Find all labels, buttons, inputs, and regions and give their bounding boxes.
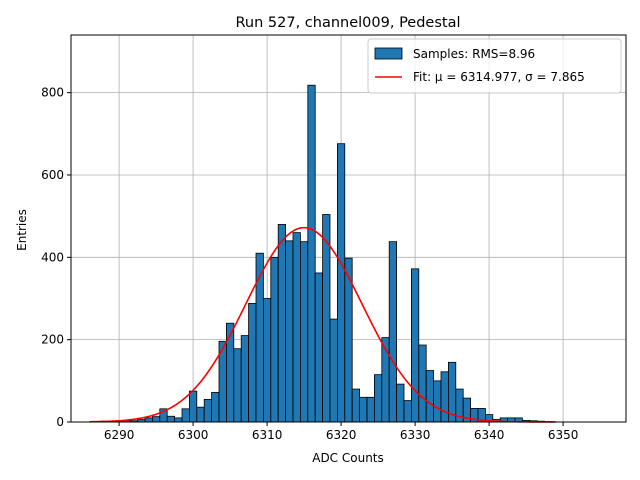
histogram-bar bbox=[277, 223, 287, 423]
histogram-bar bbox=[211, 391, 220, 423]
histogram-bar bbox=[203, 398, 212, 423]
histogram-bar bbox=[225, 322, 235, 423]
x-tick-label: 6350 bbox=[548, 428, 579, 442]
gaussian-fit bbox=[89, 226, 556, 423]
histogram-bar bbox=[329, 318, 338, 423]
histogram-bar bbox=[270, 256, 279, 423]
chart-title: Run 527, channel009, Pedestal bbox=[235, 15, 460, 31]
histogram-bar bbox=[262, 298, 272, 423]
y-tick-label: 600 bbox=[41, 168, 64, 182]
histogram-bar bbox=[181, 408, 190, 423]
x-tick-label: 6320 bbox=[326, 428, 357, 442]
histogram-bar bbox=[336, 143, 346, 423]
histogram-bar bbox=[299, 241, 309, 423]
plot-frame bbox=[70, 34, 627, 423]
histogram-bar bbox=[174, 417, 183, 423]
histogram-bar bbox=[255, 252, 264, 423]
y-tick-label: 400 bbox=[41, 250, 64, 264]
histogram-bar bbox=[292, 232, 301, 423]
histogram-bar bbox=[351, 388, 361, 423]
histogram-bar bbox=[240, 335, 249, 423]
fit-curve bbox=[89, 226, 556, 423]
legend-fit-label: Fit: μ = 6314.977, σ = 7.865 bbox=[413, 70, 585, 84]
histogram-bar bbox=[166, 415, 175, 423]
x-tick-label: 6300 bbox=[178, 428, 209, 442]
y-tick-label: 800 bbox=[41, 86, 64, 100]
histogram-bar bbox=[440, 371, 449, 423]
histogram-bar bbox=[366, 396, 375, 423]
x-tick-label: 6340 bbox=[474, 428, 505, 442]
histogram-bar bbox=[196, 406, 205, 423]
histogram-bar bbox=[410, 268, 420, 423]
y-tick-label: 0 bbox=[56, 415, 64, 429]
histogram-bar bbox=[233, 348, 242, 423]
histogram-bar bbox=[425, 370, 435, 423]
y-axis-ticks: 0 200 400 600 800 bbox=[41, 86, 71, 429]
legend-samples-swatch bbox=[374, 47, 403, 60]
x-tick-label: 6290 bbox=[104, 428, 135, 442]
histogram-bar bbox=[403, 400, 412, 423]
legend: Samples: RMS=8.96 Fit: μ = 6314.977, σ =… bbox=[367, 38, 622, 94]
histogram-bar bbox=[151, 416, 161, 423]
histogram-bar bbox=[248, 303, 257, 423]
histogram-bar bbox=[285, 240, 294, 423]
histogram-bar bbox=[388, 241, 398, 423]
histogram-bars bbox=[100, 84, 553, 423]
x-tick-label: 6330 bbox=[400, 428, 431, 442]
histogram-bar bbox=[373, 374, 383, 423]
histogram-bar bbox=[396, 383, 405, 423]
histogram-bar bbox=[418, 344, 427, 423]
x-axis-ticks: 6290 6300 6310 6320 6330 6340 6350 bbox=[104, 422, 579, 442]
x-axis-label: ADC Counts bbox=[312, 451, 384, 465]
legend-samples-label: Samples: RMS=8.96 bbox=[413, 47, 535, 61]
legend-box bbox=[367, 38, 622, 94]
histogram-bar bbox=[144, 417, 153, 423]
y-axis-label: Entries bbox=[15, 209, 29, 251]
histogram-bar bbox=[433, 380, 442, 423]
x-tick-label: 6310 bbox=[252, 428, 283, 442]
histogram-bar bbox=[314, 272, 324, 423]
y-tick-label: 200 bbox=[41, 333, 64, 347]
histogram-bar bbox=[307, 84, 316, 423]
histogram-bar bbox=[359, 396, 368, 423]
histogram-bar bbox=[188, 390, 198, 423]
